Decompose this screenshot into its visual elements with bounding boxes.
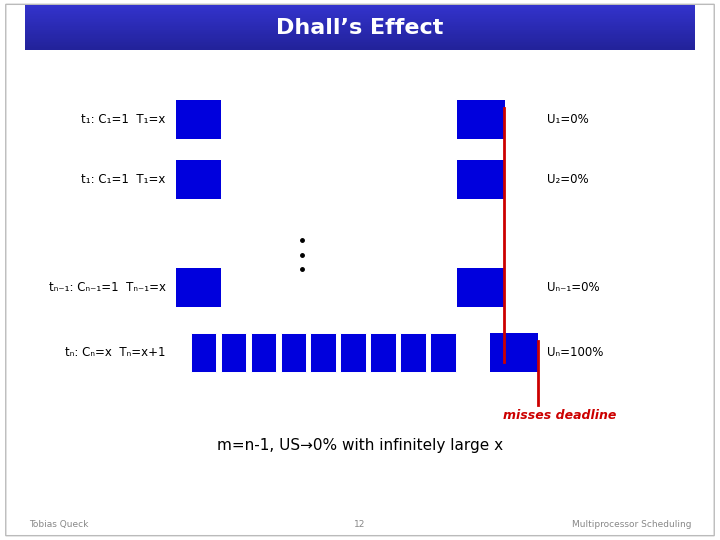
Bar (25, 23, 695, 24)
Text: tₙ₋₁: Cₙ₋₁=1  Tₙ₋₁=x: tₙ₋₁: Cₙ₋₁=1 Tₙ₋₁=x (48, 281, 166, 294)
Bar (176, 100, 221, 139)
Bar (25, 41, 695, 42)
Bar (25, 13, 695, 14)
Bar (25, 16, 695, 18)
Bar (281, 333, 306, 372)
Bar (25, 24, 695, 25)
Bar (25, 45, 695, 46)
Text: Uₙ=100%: Uₙ=100% (547, 346, 603, 359)
Bar (25, 37, 695, 39)
Bar (25, 36, 695, 37)
Text: U₂=0%: U₂=0% (547, 173, 589, 186)
Bar (490, 333, 538, 372)
Text: Multiprocessor Scheduling: Multiprocessor Scheduling (572, 521, 691, 529)
Bar (25, 43, 695, 44)
Bar (176, 160, 221, 199)
Text: t₁: C₁=1  T₁=x: t₁: C₁=1 T₁=x (81, 113, 166, 126)
Bar (25, 14, 695, 15)
Bar (25, 48, 695, 49)
Bar (25, 35, 695, 36)
Bar (25, 25, 695, 26)
Bar (457, 160, 505, 199)
Text: m=n-1, US→0% with infinitely large x: m=n-1, US→0% with infinitely large x (217, 438, 503, 453)
Bar (25, 28, 695, 29)
Bar (191, 333, 217, 372)
Bar (25, 20, 695, 21)
Bar (430, 333, 456, 372)
Text: Tobias Queck: Tobias Queck (29, 521, 88, 529)
Bar (25, 44, 695, 45)
Bar (25, 10, 695, 11)
Bar (25, 31, 695, 32)
Bar (457, 100, 505, 139)
Bar (25, 19, 695, 20)
Text: 12: 12 (354, 521, 366, 529)
Text: misses deadline: misses deadline (503, 409, 616, 422)
Bar (25, 6, 695, 8)
Bar (25, 26, 695, 28)
Bar (457, 268, 505, 307)
Bar (25, 49, 695, 50)
Bar (25, 30, 695, 31)
Bar (400, 333, 426, 372)
Text: tₙ: Cₙ=x  Tₙ=x+1: tₙ: Cₙ=x Tₙ=x+1 (65, 346, 166, 359)
Text: U₁=0%: U₁=0% (547, 113, 589, 126)
Bar (25, 42, 695, 43)
Bar (310, 333, 336, 372)
Text: Uₙ₋₁=0%: Uₙ₋₁=0% (547, 281, 600, 294)
Text: Dhall’s Effect: Dhall’s Effect (276, 17, 444, 38)
Bar (25, 46, 695, 48)
Bar (251, 333, 276, 372)
Text: t₁: C₁=1  T₁=x: t₁: C₁=1 T₁=x (81, 173, 166, 186)
Bar (25, 39, 695, 40)
Bar (25, 33, 695, 34)
Bar (25, 11, 695, 12)
Bar (25, 9, 695, 10)
Bar (25, 34, 695, 35)
Bar (25, 40, 695, 41)
Bar (176, 268, 221, 307)
Bar (25, 5, 695, 6)
Bar (25, 8, 695, 9)
Bar (25, 22, 695, 23)
Bar (221, 333, 246, 372)
Bar (25, 15, 695, 16)
Bar (25, 12, 695, 13)
Bar (25, 32, 695, 33)
Bar (341, 333, 366, 372)
Bar (25, 18, 695, 19)
Bar (25, 29, 695, 30)
Bar (370, 333, 396, 372)
Bar (25, 21, 695, 22)
